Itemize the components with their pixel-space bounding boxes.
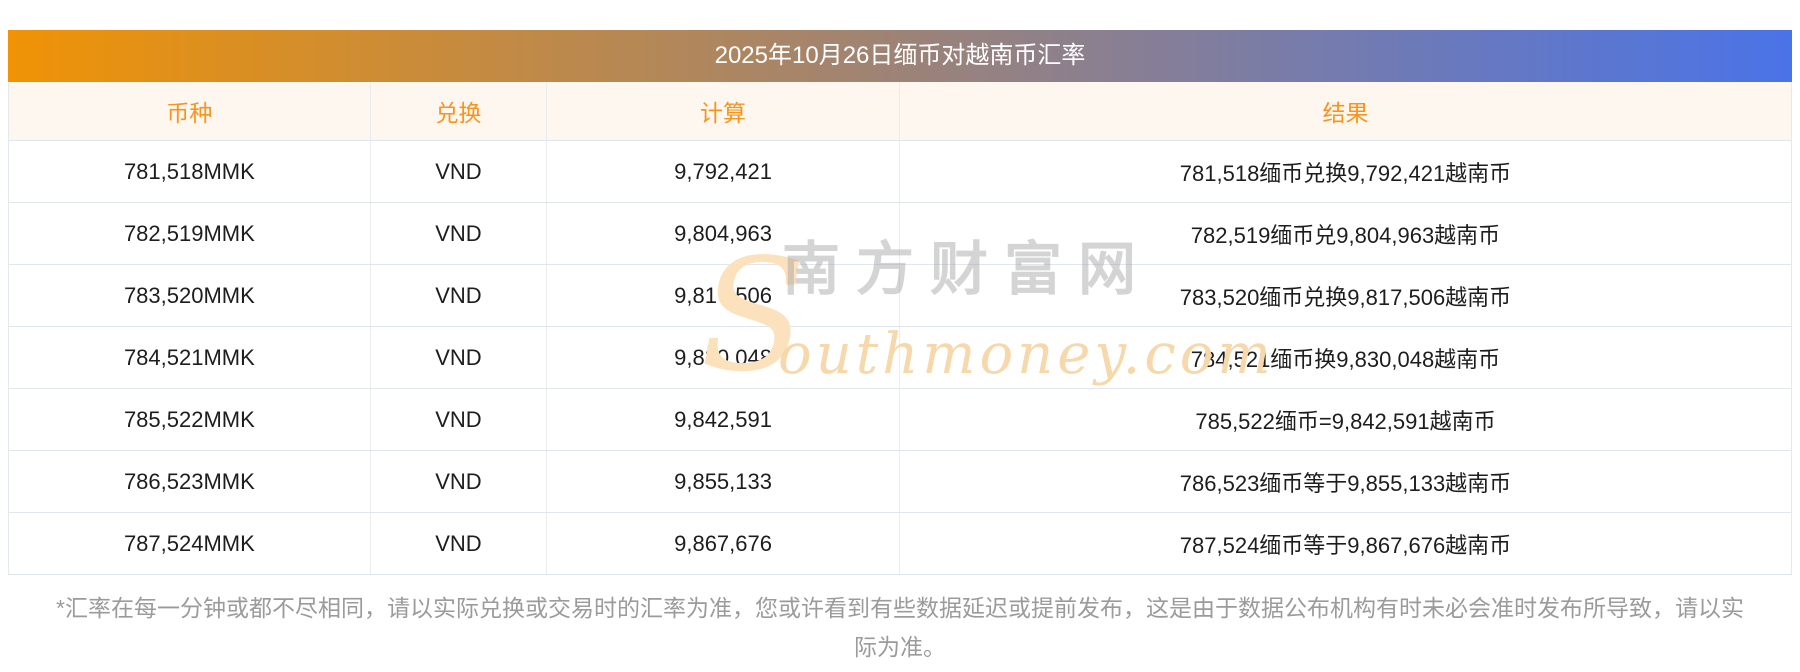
cell-calc: 9,830,048: [547, 327, 900, 388]
cell-result: 784,521缅币换9,830,048越南币: [1190, 346, 1501, 372]
cell-calc: 9,867,676: [547, 513, 900, 574]
header-cell-currency: 币种: [9, 82, 371, 140]
cell-currency: 785,522MMK: [9, 389, 371, 450]
disclaimer-text: *汇率在每一分钟或都不尽相同，请以实际兑换或交易时的汇率为准，您或许看到有些数据…: [0, 589, 1800, 667]
table-row: 785,522MMK VND 9,842,591 785,522缅币=9,842…: [9, 389, 1791, 451]
cell-exchange: VND: [371, 513, 548, 574]
table-header-row: 币种 兑换 计算 结果: [9, 82, 1791, 141]
title-banner: 2025年10月26日缅币对越南币汇率: [8, 30, 1792, 82]
table-row: 786,523MMK VND 9,855,133 786,523缅币等于9,85…: [9, 451, 1791, 513]
page-title: 2025年10月26日缅币对越南币汇率: [714, 42, 1086, 69]
cell-calc: 9,792,421: [547, 141, 900, 202]
cell-calc: 9,804,963: [547, 203, 900, 264]
header-cell-result: 结果: [1322, 100, 1369, 126]
cell-exchange: VND: [371, 327, 548, 388]
cell-exchange: VND: [371, 203, 548, 264]
disclaimer-line-1: *汇率在每一分钟或都不尽相同，请以实际兑换或交易时的汇率为准，您或许看到有些数据…: [56, 595, 1744, 621]
table-row: 781,518MMK VND 9,792,421 781,518缅币兑换9,79…: [9, 141, 1791, 203]
cell-currency: 784,521MMK: [9, 327, 371, 388]
cell-result: 786,523缅币等于9,855,133越南币: [1179, 470, 1512, 496]
cell-result: 782,519缅币兑9,804,963越南币: [1190, 222, 1501, 248]
table-row: 787,524MMK VND 9,867,676 787,524缅币等于9,86…: [9, 513, 1791, 575]
header-cell-calc: 计算: [547, 82, 900, 140]
header-cell-exchange: 兑换: [371, 82, 548, 140]
table-row: 782,519MMK VND 9,804,963 782,519缅币兑9,804…: [9, 203, 1791, 265]
cell-currency: 782,519MMK: [9, 203, 371, 264]
table-row: 783,520MMK VND 9,817,506 783,520缅币兑换9,81…: [9, 265, 1791, 327]
cell-currency: 787,524MMK: [9, 513, 371, 574]
cell-calc: 9,855,133: [547, 451, 900, 512]
cell-result: 783,520缅币兑换9,817,506越南币: [1179, 284, 1512, 310]
cell-exchange: VND: [371, 265, 548, 326]
cell-currency: 781,518MMK: [9, 141, 371, 202]
cell-currency: 786,523MMK: [9, 451, 371, 512]
cell-result: 781,518缅币兑换9,792,421越南币: [1179, 160, 1512, 186]
cell-exchange: VND: [371, 141, 548, 202]
cell-calc: 9,817,506: [547, 265, 900, 326]
cell-currency: 783,520MMK: [9, 265, 371, 326]
table-row: 784,521MMK VND 9,830,048 784,521缅币换9,830…: [9, 327, 1791, 389]
cell-calc: 9,842,591: [547, 389, 900, 450]
cell-result: 787,524缅币等于9,867,676越南币: [1179, 532, 1512, 558]
cell-exchange: VND: [371, 451, 548, 512]
cell-exchange: VND: [371, 389, 548, 450]
exchange-rate-table: 币种 兑换 计算 结果 781,518MMK VND 9,792,421 781…: [8, 82, 1792, 575]
cell-result: 785,522缅币=9,842,591越南币: [1195, 408, 1496, 434]
disclaimer-line-2: 际为准。: [854, 634, 946, 660]
